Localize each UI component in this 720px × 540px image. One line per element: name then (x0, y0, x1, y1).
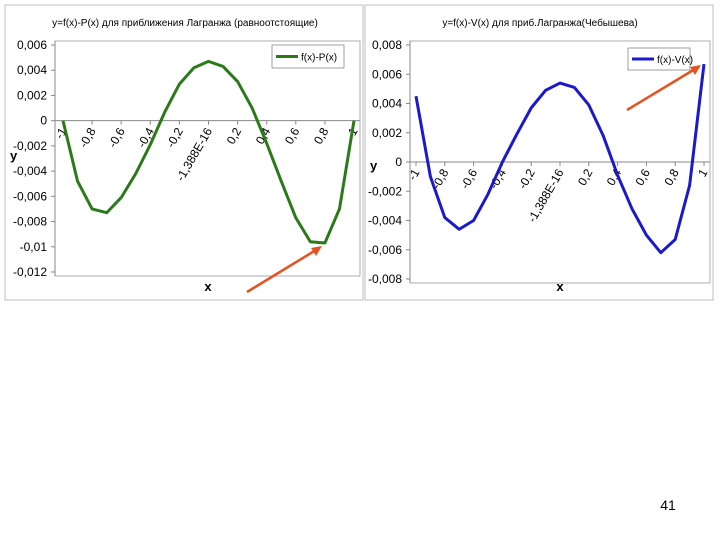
y-tick-label: -0,008 (13, 215, 47, 229)
y-axis-label: y (10, 148, 18, 163)
y-tick-label: -0,002 (368, 184, 402, 198)
y-tick-label: -0,002 (13, 139, 47, 153)
y-tick-label: 0,002 (372, 126, 402, 140)
y-tick-label: 0 (395, 155, 402, 169)
y-tick-label: -0,006 (13, 189, 47, 203)
charts: y=f(x)-P(x) для приближения Лагранжа (ра… (10, 17, 711, 294)
chart-title: y=f(x)-P(x) для приближения Лагранжа (ра… (52, 17, 318, 29)
y-tick-label: 0,004 (17, 63, 47, 77)
plot-area (54, 40, 361, 277)
data-line (61, 59, 356, 245)
arrow (626, 67, 696, 112)
page-number: 41 (660, 497, 676, 513)
y-tick-label: -0,008 (368, 272, 402, 286)
x-axis-label: x (556, 279, 564, 294)
y-tick-label: 0,002 (17, 88, 47, 102)
y-tick-label: -0,004 (13, 164, 47, 178)
y-tick-label: -0,004 (368, 214, 402, 228)
y-axis-label: y (370, 158, 378, 173)
y-tick-label: 0,004 (372, 97, 402, 111)
arrow-head (690, 65, 701, 75)
y-tick-label: 0 (40, 114, 47, 128)
legend-label: f(x)-P(x) (301, 53, 337, 64)
legend-box (627, 47, 691, 71)
data-line (414, 63, 706, 255)
arrow-head (311, 246, 322, 256)
y-tick-label: -0,012 (13, 265, 47, 279)
legend-box (271, 44, 345, 69)
y-tick-label: 0,008 (372, 38, 402, 52)
y-tick-label: 0,006 (17, 38, 47, 52)
legend-label: f(x)-V(x) (657, 55, 693, 66)
chart-title: y=f(x)-V(x) для приб.Лагранжа(Чебышева) (442, 17, 637, 29)
x-axis-label: x (204, 279, 212, 294)
y-tick-label: -0,01 (20, 240, 48, 254)
arrow (246, 248, 317, 294)
y-tick-label: -0,006 (368, 243, 402, 257)
y-tick-label: 0,006 (372, 67, 402, 81)
